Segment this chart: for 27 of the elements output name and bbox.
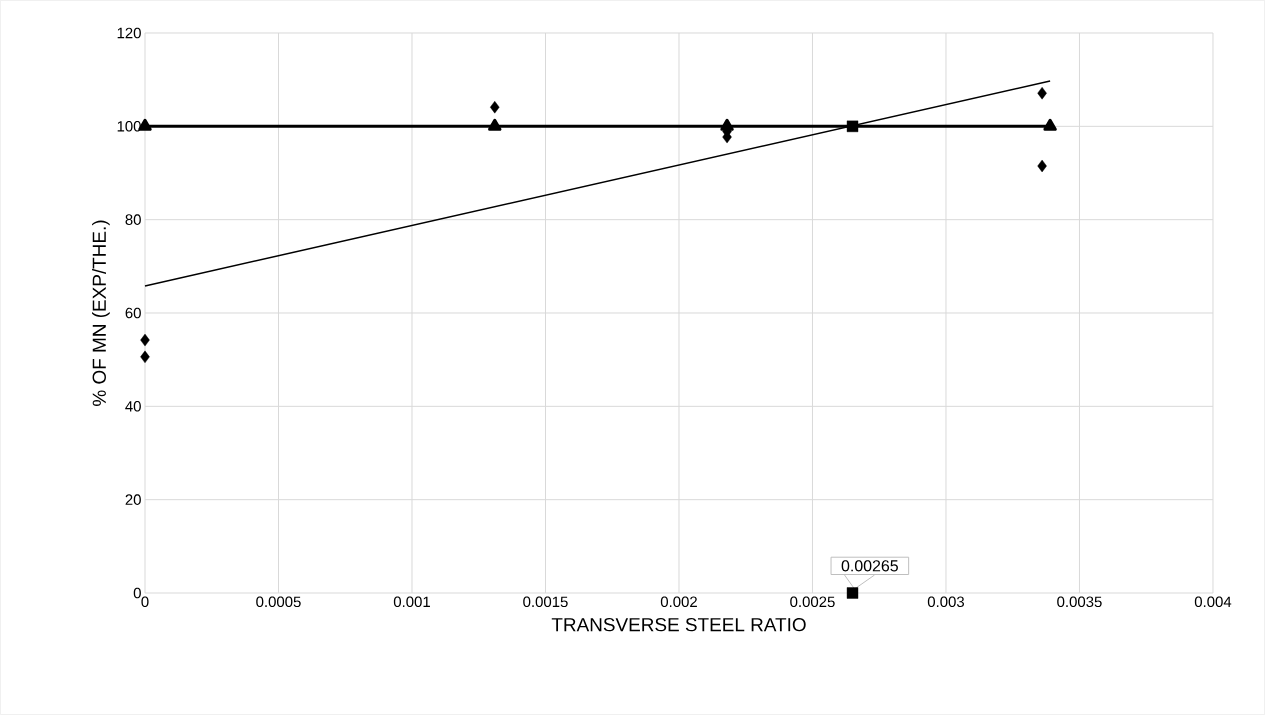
point	[846, 120, 859, 133]
point	[846, 587, 859, 599]
point	[1037, 159, 1047, 173]
x-tick-label: 0.001	[393, 596, 430, 608]
x-tick-label: 0.004	[1194, 596, 1232, 608]
y-tick-label: 120	[117, 27, 141, 39]
point	[140, 333, 150, 347]
x-tick-label: 0.0005	[256, 596, 301, 608]
x-tick-label: 0	[141, 596, 149, 608]
point	[140, 350, 150, 364]
x-tick-label: 0.002	[660, 596, 697, 608]
point	[1043, 118, 1057, 131]
x-tick-label: 0.0035	[1057, 596, 1102, 608]
x-tick-label: 0.003	[927, 596, 965, 608]
annotation: 0.00265	[841, 560, 898, 572]
point	[490, 101, 500, 114]
y-tick-label: 40	[125, 401, 141, 412]
x-tick-label: 0.0015	[523, 596, 568, 608]
y-tick-label: 20	[125, 494, 141, 505]
x-tick-label: 0.0025	[790, 596, 835, 608]
point	[1037, 87, 1047, 100]
y-tick-label: 0	[133, 587, 141, 599]
point	[488, 118, 502, 131]
y-axis-title: % OF MN (EXP/THE.)	[92, 220, 110, 406]
y-tick-label: 60	[125, 307, 141, 319]
y-tick-label: 80	[125, 214, 141, 225]
x-axis-title: TRANSVERSE STEEL RATIO	[551, 617, 806, 632]
